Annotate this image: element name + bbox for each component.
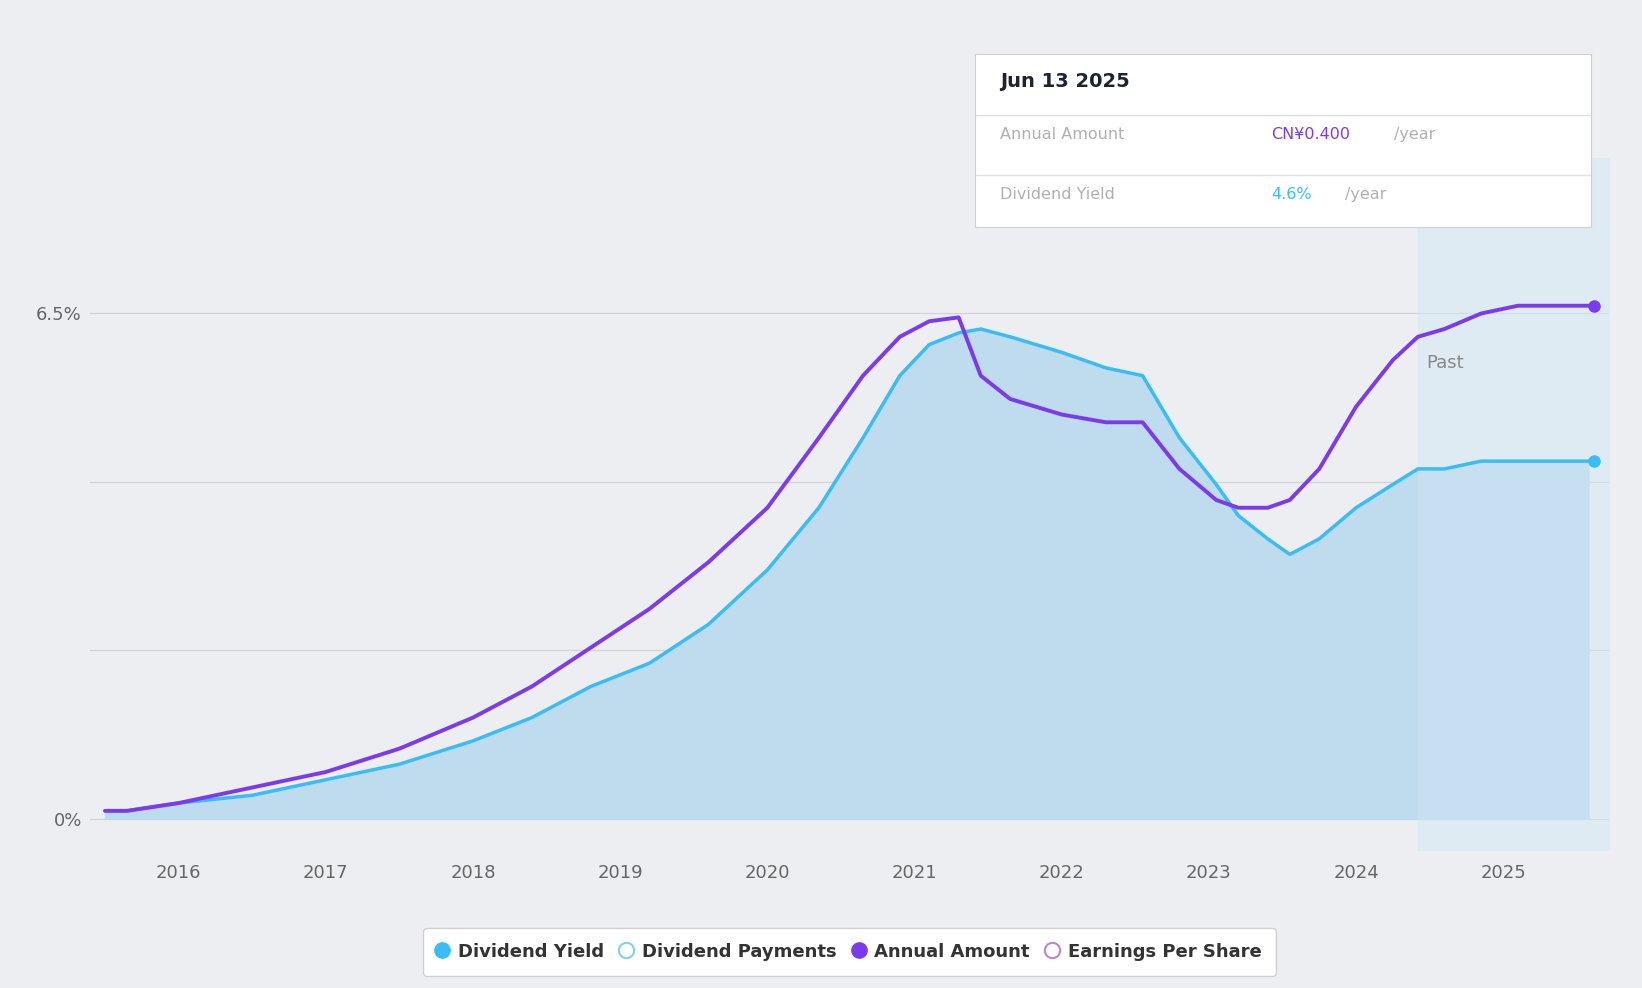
- Legend: Dividend Yield, Dividend Payments, Annual Amount, Earnings Per Share: Dividend Yield, Dividend Payments, Annua…: [424, 929, 1276, 975]
- Text: Annual Amount: Annual Amount: [1000, 127, 1125, 142]
- Text: Dividend Yield: Dividend Yield: [1000, 188, 1115, 203]
- Text: Past: Past: [1427, 354, 1465, 371]
- Text: 4.6%: 4.6%: [1271, 188, 1312, 203]
- Text: CN¥0.400: CN¥0.400: [1271, 127, 1350, 142]
- Text: /year: /year: [1345, 188, 1386, 203]
- Text: Jun 13 2025: Jun 13 2025: [1000, 72, 1130, 91]
- Text: /year: /year: [1394, 127, 1435, 142]
